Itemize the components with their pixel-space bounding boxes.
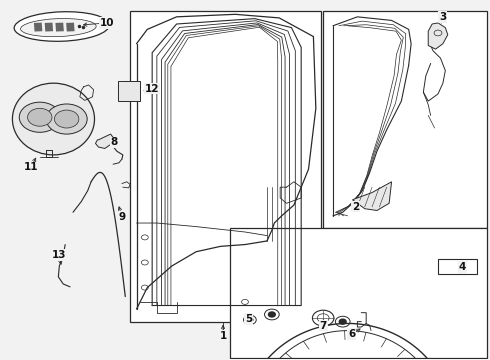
Text: 13: 13 [52,250,67,260]
Ellipse shape [21,18,96,37]
Polygon shape [130,12,321,321]
Text: 4: 4 [459,262,466,272]
Text: 5: 5 [245,314,252,324]
Circle shape [339,319,346,324]
Polygon shape [428,23,448,49]
Circle shape [247,318,253,322]
Polygon shape [438,259,477,274]
Polygon shape [230,228,487,357]
Text: 9: 9 [118,212,125,221]
Circle shape [46,104,87,134]
Text: 7: 7 [319,321,327,330]
Ellipse shape [12,83,95,155]
Polygon shape [96,134,114,148]
Circle shape [54,110,79,128]
Bar [66,23,74,32]
Polygon shape [323,12,487,228]
Text: 2: 2 [352,202,359,212]
Polygon shape [352,182,392,211]
Text: 1: 1 [220,331,227,341]
Text: 3: 3 [439,12,446,22]
Circle shape [19,102,60,132]
Polygon shape [119,81,140,101]
Bar [45,23,53,32]
Text: 8: 8 [110,138,118,147]
Text: 10: 10 [100,18,115,28]
Bar [55,23,64,32]
Bar [34,23,42,32]
Ellipse shape [14,12,109,41]
Circle shape [269,312,275,317]
Circle shape [27,108,52,126]
Text: 6: 6 [348,329,355,339]
Text: 12: 12 [145,84,159,94]
Text: 11: 11 [24,162,38,172]
